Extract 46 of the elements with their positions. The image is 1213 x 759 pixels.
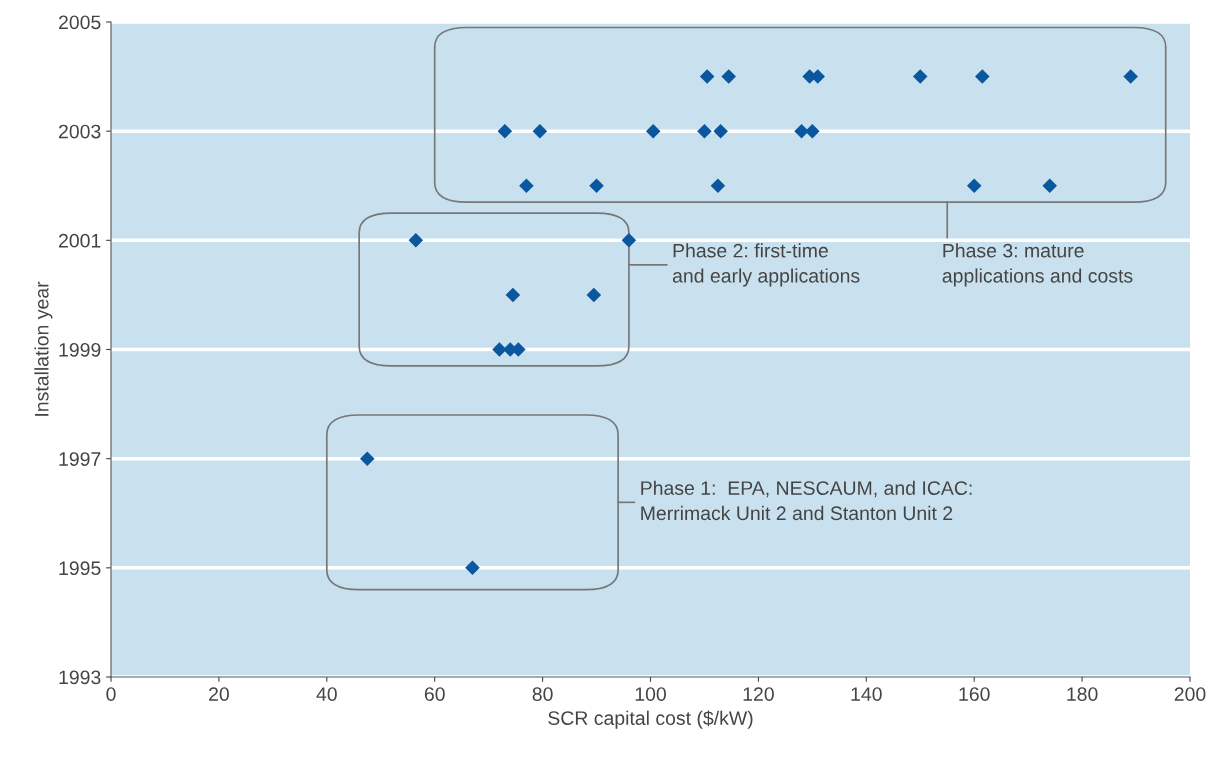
point: [408, 233, 424, 248]
y-tick-label: 1995: [59, 561, 101, 576]
x-tick-label: 140: [851, 687, 882, 701]
point: [645, 123, 661, 139]
point: [912, 69, 928, 84]
x-tick-label: 160: [959, 687, 990, 701]
y-tick-label: 2003: [59, 124, 101, 139]
x-tick-label: 100: [635, 687, 666, 701]
y-tick-label: 1997: [59, 452, 101, 466]
y-axis-title: Installation year: [34, 281, 53, 416]
point: [975, 69, 990, 84]
x-axis-title: SCR capital cost ($/kW): [548, 710, 753, 729]
point: [497, 123, 513, 139]
point: [505, 287, 521, 303]
point: [697, 123, 712, 139]
point: [713, 123, 728, 139]
point: [966, 178, 982, 194]
x-tick-label: 120: [743, 687, 774, 701]
y-tick-label: 1999: [59, 342, 101, 357]
x-tick-label: 60: [424, 687, 445, 701]
y-tick-label: 1993: [59, 670, 101, 685]
annotation: Phase 3: mature applications and costs: [942, 243, 1133, 287]
point: [586, 287, 602, 303]
x-tick-label: 180: [1067, 687, 1098, 701]
x-tick-label: 80: [532, 687, 553, 701]
point: [710, 178, 726, 194]
point: [465, 560, 480, 576]
point: [359, 451, 375, 466]
y-tick-label: 2001: [59, 233, 101, 248]
annotation: Phase 1: EPA, NESCAUM, and ICAC: Merrimack Unit 2 and Stanton Unit 2: [641, 480, 972, 521]
point: [532, 123, 548, 139]
y-tick-label: 2005: [59, 15, 101, 30]
x-tick-label: 200: [1174, 687, 1206, 701]
point: [1042, 178, 1058, 194]
annotation: Phase 2: first-time and early applications: [672, 243, 860, 287]
x-tick-label: 40: [316, 687, 337, 701]
point: [721, 69, 737, 84]
point: [621, 233, 637, 248]
point: [805, 123, 820, 139]
point: [699, 69, 715, 84]
point: [1123, 69, 1138, 84]
point: [519, 178, 534, 194]
point: [492, 342, 507, 357]
x-tick-label: 0: [106, 687, 116, 701]
x-tick-label: 20: [209, 687, 229, 701]
point: [589, 178, 604, 194]
